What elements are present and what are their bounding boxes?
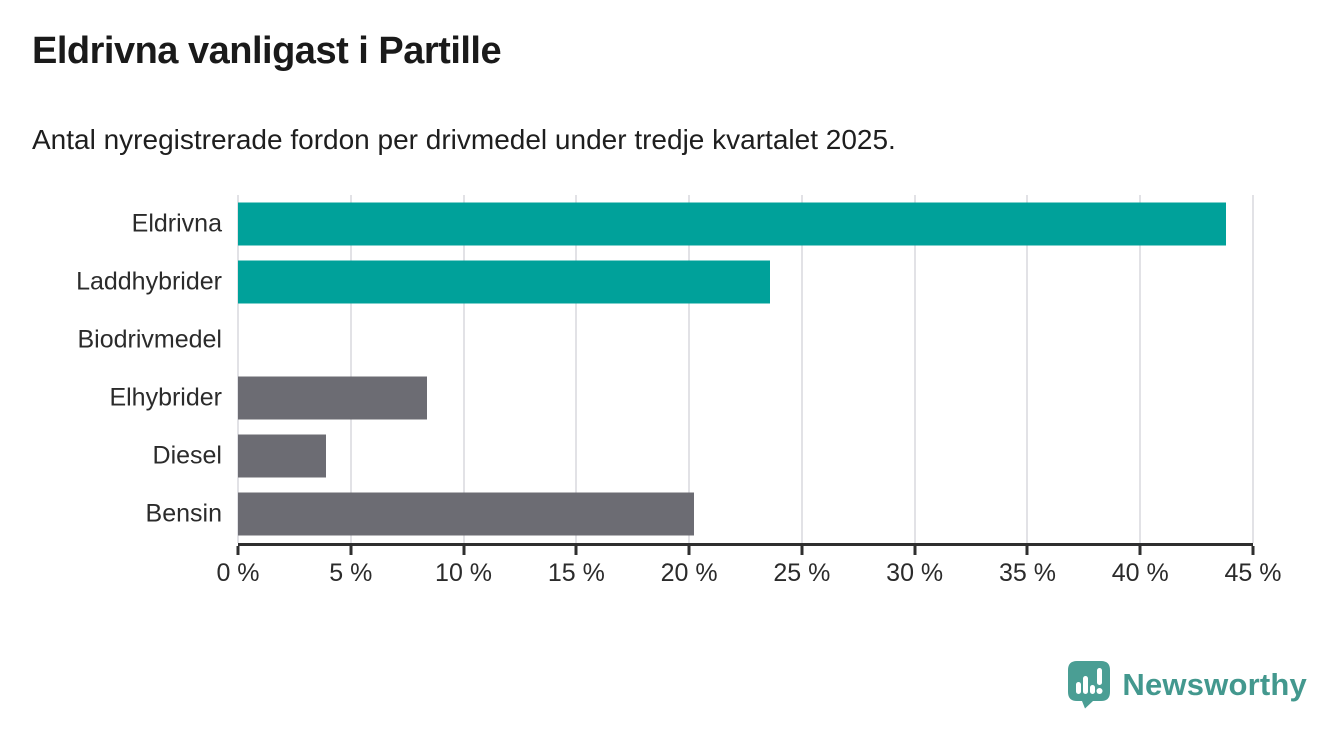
x-tick-mark (236, 546, 240, 555)
bar-eldrivna (238, 202, 1226, 246)
gridline (800, 195, 803, 543)
plot-area: Eldrivna Laddhybrider Biodrivmedel Elhybrid… (76, 195, 1254, 543)
bar-bensin (238, 492, 694, 536)
x-tick-label: 10 % (435, 559, 493, 587)
x-tick-label: 25 % (773, 559, 831, 587)
bar-row: Bensin (146, 485, 1253, 543)
gridline (349, 195, 352, 543)
gridline (237, 195, 239, 543)
chart-title: Eldrivna vanligast i Partille (32, 30, 502, 72)
x-tick-label: 20 % (660, 559, 718, 587)
category-label: Diesel (152, 441, 222, 470)
gridline (1026, 195, 1029, 543)
gridline (1252, 195, 1254, 543)
gridline (688, 195, 691, 543)
brand-name: Newsworthy (1122, 666, 1307, 702)
category-label: Laddhybrider (76, 267, 222, 296)
gridline (913, 195, 916, 543)
x-tick-mark (1138, 546, 1142, 555)
chart-subtitle: Antal nyregistrerade fordon per drivmede… (32, 124, 896, 155)
x-tick-mark (1251, 546, 1255, 555)
bar-row: Eldrivna (132, 195, 1253, 253)
x-tick-label: 15 % (547, 559, 605, 587)
x-tick-mark (349, 546, 353, 555)
x-tick-mark (574, 546, 578, 555)
x-tick-label: 30 % (886, 559, 944, 587)
gridline (1139, 195, 1142, 543)
x-tick-mark (462, 546, 466, 555)
category-label: Eldrivna (131, 209, 222, 238)
x-tick-mark (687, 546, 691, 555)
x-axis: 0 % 5 % 10 % 15 % 20 % 25 % 30 % 35 % 40 % 45 % (216, 543, 1281, 587)
x-tick-label: 5 % (329, 559, 373, 587)
x-tick-label: 45 % (1224, 559, 1282, 587)
bar-elhybrider (238, 376, 428, 420)
bar-row: Diesel (153, 427, 1253, 485)
bar-laddhybrider (238, 260, 771, 304)
x-tick-mark (913, 546, 917, 555)
newsworthy-logo-icon (1068, 661, 1111, 709)
category-label: Biodrivmedel (77, 325, 222, 354)
bar-rows: Eldrivna Laddhybrider Biodrivmedel Elhybrid… (76, 195, 1253, 543)
category-label: Bensin (145, 499, 222, 528)
x-tick-mark (800, 546, 804, 555)
bar-row: Elhybrider (109, 369, 1253, 427)
bar-diesel (238, 434, 326, 478)
gridline (575, 195, 578, 543)
x-tick-label: 35 % (998, 559, 1056, 587)
bar-row: Biodrivmedel (77, 311, 1253, 369)
bar-row: Laddhybrider (76, 253, 1253, 311)
x-tick-label: 0 % (216, 559, 260, 587)
brand-footer: Newsworthy (1067, 660, 1307, 709)
gridline (462, 195, 465, 543)
category-label: Elhybrider (109, 383, 222, 412)
x-tick-mark (1025, 546, 1029, 555)
x-tick-label: 40 % (1111, 559, 1169, 587)
